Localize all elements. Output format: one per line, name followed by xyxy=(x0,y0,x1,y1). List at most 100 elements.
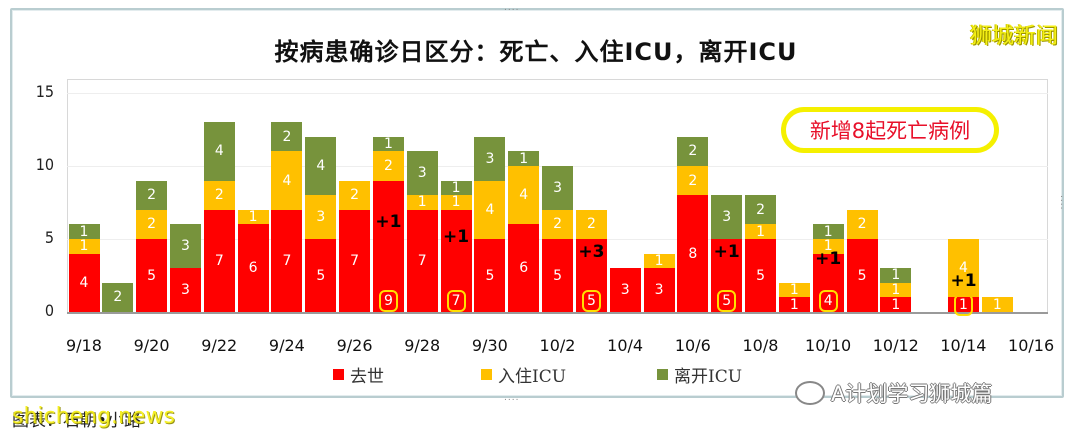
segment-value: 1 xyxy=(756,223,765,240)
y-tick-label: 15 xyxy=(35,82,54,101)
segment-red: 4 xyxy=(812,253,844,312)
segment-yellow: 2 xyxy=(203,180,235,210)
segment-red: 7 xyxy=(406,209,438,312)
segment-value: 2 xyxy=(383,157,393,174)
gridline xyxy=(67,93,1048,94)
segment-value: 1 xyxy=(383,136,393,153)
segment-yellow: 4 xyxy=(948,239,980,298)
segment-yellow: 2 xyxy=(339,180,371,210)
segment-value: 1 xyxy=(789,282,799,299)
circled-value: 7 xyxy=(446,289,466,312)
segment-red: 5 xyxy=(542,239,574,312)
footer-watermark: shicheng.news xyxy=(12,404,175,429)
x-tick-label: 10/2 xyxy=(539,336,576,355)
circled-value: 5 xyxy=(717,290,737,312)
segment-value: 1 xyxy=(891,282,901,299)
segment-red: 6 xyxy=(508,224,540,312)
resize-handle-top[interactable]: .... xyxy=(504,3,520,13)
segment-value: 5 xyxy=(316,267,326,284)
segment-value: 1 xyxy=(519,150,529,167)
x-tick-label: 9/30 xyxy=(471,336,508,355)
segment-value: 5 xyxy=(147,267,157,284)
chart-title: 按病患确诊日区分：死亡、入住ICU，离开ICU xyxy=(274,38,798,66)
segment-red: 7 xyxy=(271,209,303,312)
segment-yellow: 4 xyxy=(508,166,540,225)
segment-green: 3 xyxy=(406,151,438,196)
segment-red: 4 xyxy=(68,253,100,312)
segment-red: 5 xyxy=(474,239,506,312)
segment-value: 4 xyxy=(485,201,495,218)
segment-yellow: 3 xyxy=(305,195,337,239)
segment-value: 2 xyxy=(688,172,698,189)
wechat-watermark: A计划学习狮城篇 xyxy=(795,378,992,408)
segment-value: 4 xyxy=(282,172,292,189)
segment-green: 2 xyxy=(271,122,303,152)
wechat-icon xyxy=(795,381,825,405)
y-tick-label: 0 xyxy=(44,301,54,320)
x-tick-label: 10/4 xyxy=(607,336,644,355)
segment-green: 2 xyxy=(136,180,168,210)
x-tick-label: 9/22 xyxy=(201,336,238,355)
segment-red: 5 xyxy=(305,239,337,312)
x-tick-label: 10/14 xyxy=(940,336,987,355)
segment-value: 5 xyxy=(485,267,495,284)
segment-value: 1 xyxy=(891,267,901,284)
legend-item-icu-in: 入住ICU xyxy=(481,362,566,387)
segment-green: 4 xyxy=(203,122,235,181)
x-tick-label: 9/20 xyxy=(133,336,170,355)
segment-value: 1 xyxy=(891,296,901,313)
segment-yellow: 1 xyxy=(643,252,675,269)
segment-value: 1 xyxy=(79,238,89,255)
segment-red: 9 xyxy=(372,180,404,312)
footer-source: 图表：石朝•小路 xyxy=(12,411,142,431)
segment-green: 2 xyxy=(677,136,709,166)
segment-value: 1 xyxy=(417,194,427,211)
x-tick-label: 10/6 xyxy=(674,336,711,355)
segment-yellow: 1 xyxy=(745,223,777,240)
resize-handle-bottom[interactable]: .... xyxy=(504,393,520,403)
segment-value: 8 xyxy=(688,245,698,262)
segment-value: 3 xyxy=(620,282,630,299)
x-tick-label: 9/26 xyxy=(336,336,373,355)
segment-green: 1 xyxy=(508,150,540,167)
segment-value: 4 xyxy=(959,260,968,277)
segment-value: 3 xyxy=(181,238,190,255)
segment-value: 2 xyxy=(688,143,698,160)
delta-annotation: +3 xyxy=(578,241,605,262)
segment-value: 7 xyxy=(282,252,292,269)
segment-value: 3 xyxy=(654,282,664,299)
segment-value: 3 xyxy=(553,179,563,196)
segment-value: 2 xyxy=(350,187,360,204)
segment-value: 2 xyxy=(553,216,563,233)
legend-swatch-yellow xyxy=(481,369,492,380)
segment-yellow: 1 xyxy=(812,238,844,254)
resize-handle-right[interactable]: .... xyxy=(1058,195,1068,211)
legend-label: 去世 xyxy=(350,367,384,387)
segment-yellow: 1 xyxy=(981,297,1013,313)
segment-value: 6 xyxy=(248,260,258,277)
segment-yellow: 1 xyxy=(880,282,912,299)
segment-red: 3 xyxy=(609,268,641,312)
delta-annotation: +1 xyxy=(443,226,470,247)
x-tick-label: 10/12 xyxy=(872,336,919,355)
segment-green: 3 xyxy=(169,224,201,269)
x-tick-label: 10/16 xyxy=(1008,336,1055,355)
legend-label: 离开ICU xyxy=(674,367,743,387)
segment-value: 7 xyxy=(417,252,427,269)
segment-value: 4 xyxy=(316,157,326,174)
x-axis-line xyxy=(67,312,1048,314)
segment-value: 3 xyxy=(316,209,326,226)
segment-red: 5 xyxy=(575,239,607,312)
segment-green: 1 xyxy=(440,179,472,196)
segment-green: 3 xyxy=(711,195,743,239)
segment-red: 1 xyxy=(778,297,810,313)
segment-value: 2 xyxy=(282,128,292,145)
segment-yellow: 1 xyxy=(237,209,269,225)
segment-value: 5 xyxy=(756,267,765,284)
segment-red: 8 xyxy=(677,195,709,312)
segment-red: 1 xyxy=(880,296,912,313)
segment-value: 1 xyxy=(654,252,664,269)
segment-red: 7 xyxy=(203,209,235,312)
segment-green: 1 xyxy=(372,136,404,153)
segment-value: 1 xyxy=(451,179,461,196)
